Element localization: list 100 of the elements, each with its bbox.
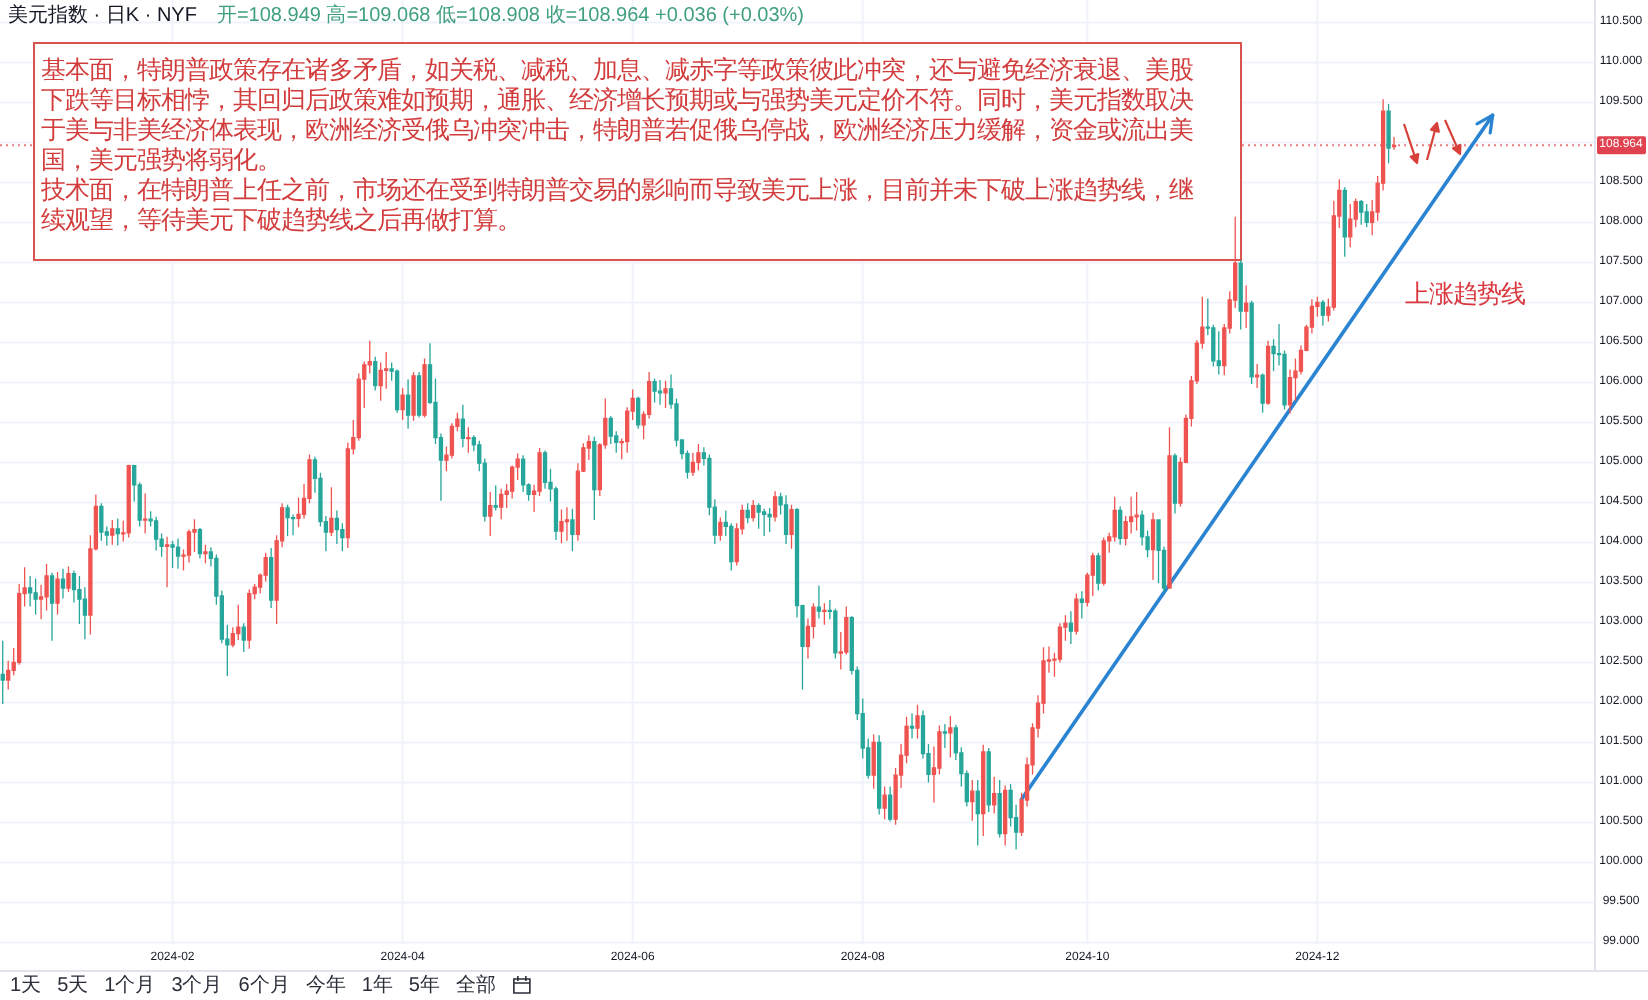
candlestick xyxy=(772,490,778,523)
candlestick xyxy=(33,577,38,616)
candlestick xyxy=(608,415,613,445)
candlestick xyxy=(411,371,416,422)
candlestick xyxy=(942,723,948,749)
candlestick xyxy=(559,508,564,544)
candlestick xyxy=(49,572,55,642)
candlestick xyxy=(1364,203,1369,228)
candlestick xyxy=(99,502,104,542)
candlestick xyxy=(520,454,526,493)
candlestick xyxy=(126,464,131,539)
candlestick xyxy=(915,704,920,740)
candlestick xyxy=(175,537,181,570)
candlestick xyxy=(997,779,1002,839)
candlestick xyxy=(871,733,876,790)
candlestick xyxy=(115,517,120,547)
candlestick xyxy=(1254,363,1260,389)
candlestick xyxy=(1348,203,1353,248)
candlestick xyxy=(170,540,175,569)
candlestick xyxy=(652,377,657,404)
candlestick xyxy=(909,712,915,740)
annotation: 上涨趋势线 xyxy=(1405,280,1525,308)
chart-title: 美元指数 · 日K · NYF xyxy=(8,3,197,27)
candlestick xyxy=(948,715,953,759)
candlestick xyxy=(460,404,466,448)
candlestick xyxy=(657,379,663,406)
candlestick xyxy=(1391,136,1397,151)
candlestick xyxy=(756,502,761,530)
candlestick xyxy=(1260,372,1265,414)
candlestick xyxy=(745,502,750,524)
candlestick xyxy=(143,492,148,535)
candlestick xyxy=(488,491,493,537)
annotation: 技术面，在特朗普上任之前，市场还在受到特朗普交易的影响而导致美元上涨，目前并未下破上涨趋势线，继续观望，等待美元下破趋势线之后再做打算。 xyxy=(39,176,1193,234)
candlestick xyxy=(44,563,49,612)
candlestick xyxy=(400,387,405,421)
candlestick xyxy=(164,536,170,588)
candlestick xyxy=(1244,284,1249,329)
candlestick xyxy=(635,396,641,430)
candlestick xyxy=(329,486,334,537)
candlestick xyxy=(570,508,575,552)
candlestick xyxy=(970,779,975,822)
candlestick xyxy=(1134,491,1139,532)
candlestick xyxy=(783,494,789,545)
candlestick xyxy=(1167,426,1172,590)
candlestick xyxy=(394,368,400,414)
candlestick xyxy=(416,371,422,419)
candlestick xyxy=(1265,340,1271,406)
candlestick xyxy=(66,565,71,593)
candlestick xyxy=(247,588,252,650)
candlestick xyxy=(1118,505,1123,546)
candlestick xyxy=(373,356,378,392)
candlestick xyxy=(1068,610,1074,645)
candlestick xyxy=(1359,199,1364,226)
candlestick xyxy=(290,513,296,536)
candlestick xyxy=(60,568,66,600)
candlestick xyxy=(767,507,772,533)
candlestick xyxy=(690,452,696,477)
candlestick xyxy=(493,484,498,512)
candlestick xyxy=(1101,536,1106,587)
annotation: 基本面，特朗普政策存在诸多矛盾，如关税、减税、加息、减赤字等政策彼此冲突，还与避免经济衰退、美股下跌等目标相悖，其回归后政策难如预期，通胀、经济增长预期或与强势美元定价不符。同时，美元指数取决于美与非美经济体表现，欧洲经济受俄乌冲突冲击，特朗普若促俄乌停战，欧洲经济压力缓解，资金或流出美国，美元强势将弱化。 xyxy=(41,56,1193,174)
candlestick xyxy=(992,776,997,815)
candlestick xyxy=(564,506,570,542)
candlestick xyxy=(1150,512,1156,581)
candlestick xyxy=(1238,259,1243,331)
candlestick xyxy=(422,357,427,419)
candlestick xyxy=(761,508,767,537)
candlestick xyxy=(816,584,822,620)
candlestick xyxy=(236,604,241,641)
text: 1天 5天 1个月 3个月 6个月 今年 1年 5年 全部 xyxy=(10,975,496,997)
candlestick xyxy=(822,602,827,626)
candlestick xyxy=(499,488,504,520)
candlestick xyxy=(1249,300,1254,385)
candlestick xyxy=(153,516,159,552)
candlestick xyxy=(986,747,991,813)
candlestick xyxy=(110,519,115,546)
candlestick xyxy=(0,640,5,705)
candlestick xyxy=(975,779,980,847)
candlestick xyxy=(663,380,668,409)
candlestick xyxy=(833,608,838,660)
candlestick xyxy=(1002,784,1008,847)
candlestick xyxy=(751,499,756,523)
candlestick xyxy=(27,575,33,608)
candlestick xyxy=(466,426,471,454)
candlestick xyxy=(696,443,701,472)
candlestick xyxy=(1342,186,1347,258)
candlestick xyxy=(789,504,794,550)
candlestick xyxy=(887,785,893,823)
candlestick xyxy=(718,516,723,542)
candlestick xyxy=(877,734,882,816)
candlestick xyxy=(592,436,597,521)
candlestick xyxy=(203,544,208,564)
candlestick xyxy=(1320,299,1326,327)
candlestick xyxy=(981,744,986,837)
candlestick xyxy=(55,571,60,616)
candlestick xyxy=(1216,330,1221,376)
candlestick xyxy=(334,509,340,545)
candlestick xyxy=(1079,590,1085,620)
candlestick xyxy=(1172,452,1178,515)
chart-subtitle: 开=108.949 高=109.068 低=108.908 收=108.964 +0.036 (+0.03%) xyxy=(216,3,805,27)
candlestick xyxy=(241,622,246,653)
